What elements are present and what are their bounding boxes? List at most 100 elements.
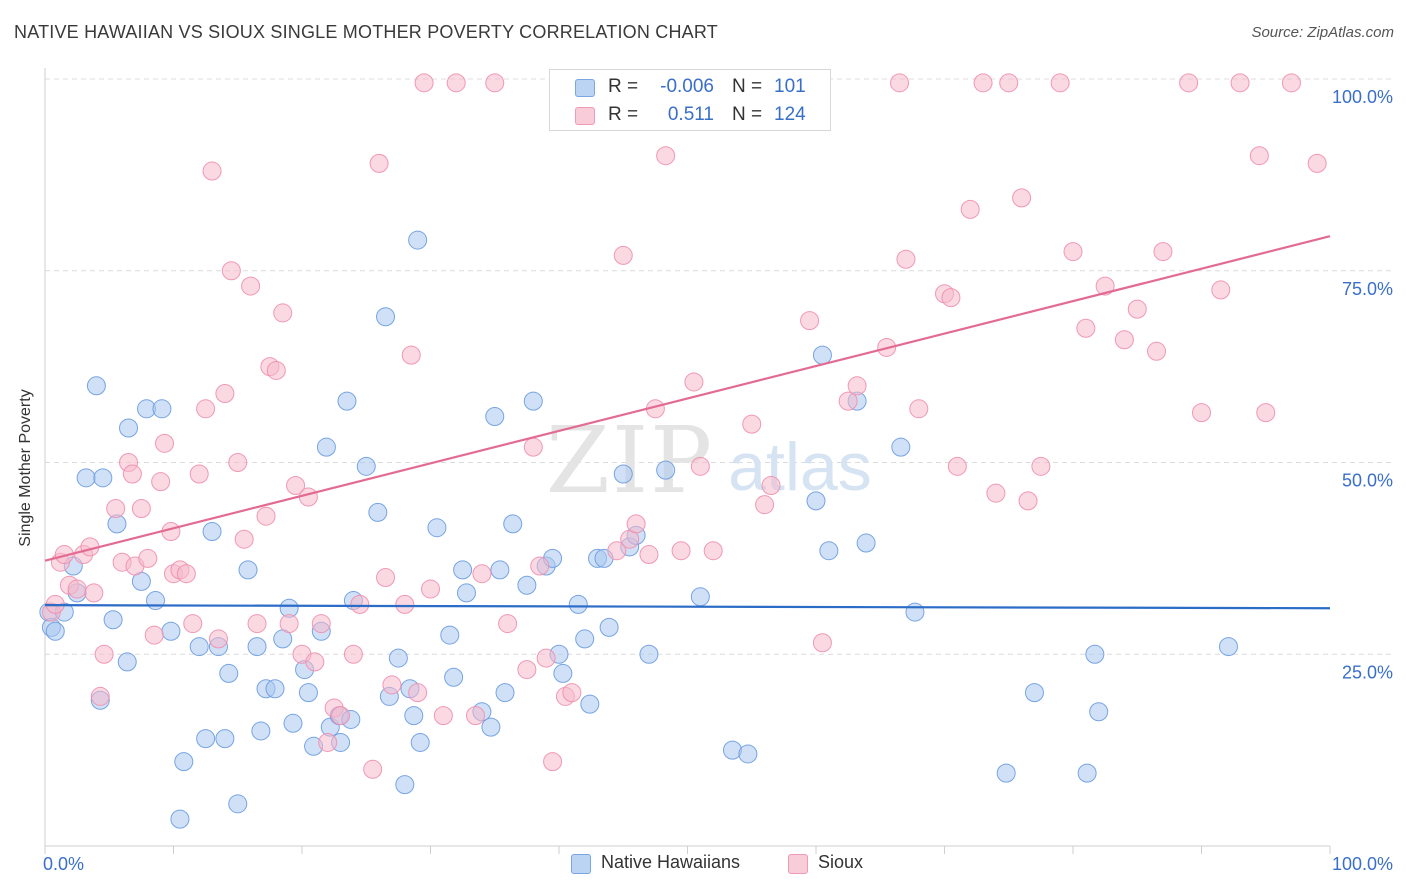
point-sioux [401, 345, 421, 365]
point-sioux [414, 73, 434, 93]
point-native-hawaiians [196, 729, 216, 749]
legend-row-sioux: R = 0.511 N = 124 [550, 101, 830, 129]
point-sioux [742, 414, 762, 434]
n-value: 124 [774, 104, 806, 125]
watermark: ZIP atlas [546, 407, 872, 514]
point-native-hawaiians [613, 464, 633, 484]
point-sioux [847, 376, 867, 396]
point-sioux [472, 564, 492, 584]
point-native-hawaiians [408, 230, 428, 250]
point-native-hawaiians [905, 602, 925, 622]
point-sioux [896, 249, 916, 269]
point-sioux [151, 472, 171, 492]
point-sioux [684, 372, 704, 392]
point-sioux [221, 261, 241, 281]
point-sioux [607, 541, 627, 561]
point-native-hawaiians [265, 679, 285, 699]
point-native-hawaiians [891, 437, 911, 457]
point-sioux [986, 483, 1006, 503]
point-sioux [318, 732, 338, 752]
point-sioux [890, 73, 910, 93]
source-label: Source: ZipAtlas.com [1251, 24, 1394, 41]
point-native-hawaiians [1218, 637, 1238, 657]
point-sioux [363, 759, 383, 779]
point-sioux [1249, 146, 1269, 166]
point-native-hawaiians [316, 437, 336, 457]
point-sioux [1281, 73, 1301, 93]
point-native-hawaiians [219, 663, 239, 683]
point-sioux [1307, 153, 1327, 173]
point-sioux [421, 579, 440, 599]
point-sioux [122, 464, 142, 484]
watermark-atlas: atlas [728, 429, 872, 505]
n-label: N = [732, 76, 763, 97]
n-label: N = [732, 104, 763, 125]
point-sioux [761, 476, 781, 496]
point-native-hawaiians [247, 637, 267, 657]
point-sioux [343, 644, 363, 664]
point-native-hawaiians [453, 560, 473, 580]
point-sioux [800, 311, 820, 331]
point-sioux [90, 686, 110, 706]
point-sioux [94, 644, 114, 664]
point-sioux [536, 648, 556, 668]
r-label: R = [608, 76, 639, 97]
point-native-hawaiians [639, 644, 659, 664]
r-value: -0.006 [660, 76, 714, 97]
point-native-hawaiians [337, 391, 357, 411]
point-native-hawaiians [427, 518, 447, 538]
chart-title: NATIVE HAWAIIAN VS SIOUX SINGLE MOTHER P… [14, 22, 718, 42]
legend-swatch-native-hawaiians [571, 854, 591, 874]
point-sioux [690, 456, 710, 476]
point-native-hawaiians [238, 560, 258, 580]
point-sioux [465, 706, 485, 726]
point-native-hawaiians [568, 594, 588, 614]
point-native-hawaiians [806, 491, 826, 511]
legend-label-native-hawaiians: Native Hawaiians [601, 852, 741, 872]
point-sioux [671, 541, 691, 561]
point-sioux [247, 614, 267, 634]
point-sioux [382, 675, 402, 695]
r-label: R = [608, 104, 639, 125]
point-native-hawaiians [215, 729, 235, 749]
trend-line-sioux [44, 235, 1331, 562]
point-native-hawaiians [93, 468, 113, 488]
point-sioux [960, 199, 980, 219]
point-native-hawaiians [738, 744, 758, 764]
point-native-hawaiians [819, 541, 839, 561]
point-sioux [305, 652, 325, 672]
point-sioux [84, 583, 104, 603]
point-native-hawaiians [117, 652, 137, 672]
point-sioux [485, 73, 505, 93]
point-sioux [1076, 318, 1096, 338]
point-native-hawaiians [1085, 644, 1105, 664]
point-sioux [369, 153, 389, 173]
legend-label-sioux: Sioux [818, 852, 864, 872]
point-sioux [144, 625, 164, 645]
point-native-hawaiians [76, 468, 96, 488]
point-native-hawaiians [404, 706, 424, 726]
point-native-hawaiians [202, 522, 222, 542]
point-native-hawaiians [1077, 763, 1097, 783]
legend-swatch-sioux [575, 107, 595, 125]
point-sioux [138, 548, 158, 568]
point-sioux [755, 495, 775, 515]
point-native-hawaiians [690, 587, 710, 607]
point-native-hawaiians [996, 763, 1016, 783]
point-native-hawaiians [251, 721, 271, 741]
point-native-hawaiians [553, 663, 573, 683]
point-native-hawaiians [481, 717, 501, 737]
point-native-hawaiians [298, 683, 318, 703]
point-native-hawaiians [485, 406, 505, 426]
point-sioux [639, 545, 659, 565]
point-native-hawaiians [170, 809, 190, 829]
point-sioux [298, 487, 318, 507]
point-sioux [176, 564, 196, 584]
r-value: 0.511 [667, 104, 714, 125]
correlation-legend: R = -0.006 N = 101 R = 0.511 N = 124 [549, 69, 831, 131]
point-native-hawaiians [283, 713, 303, 733]
x-tick-label-min: 0.0% [43, 854, 84, 874]
point-sioux [408, 683, 428, 703]
gridlines [45, 78, 1395, 655]
